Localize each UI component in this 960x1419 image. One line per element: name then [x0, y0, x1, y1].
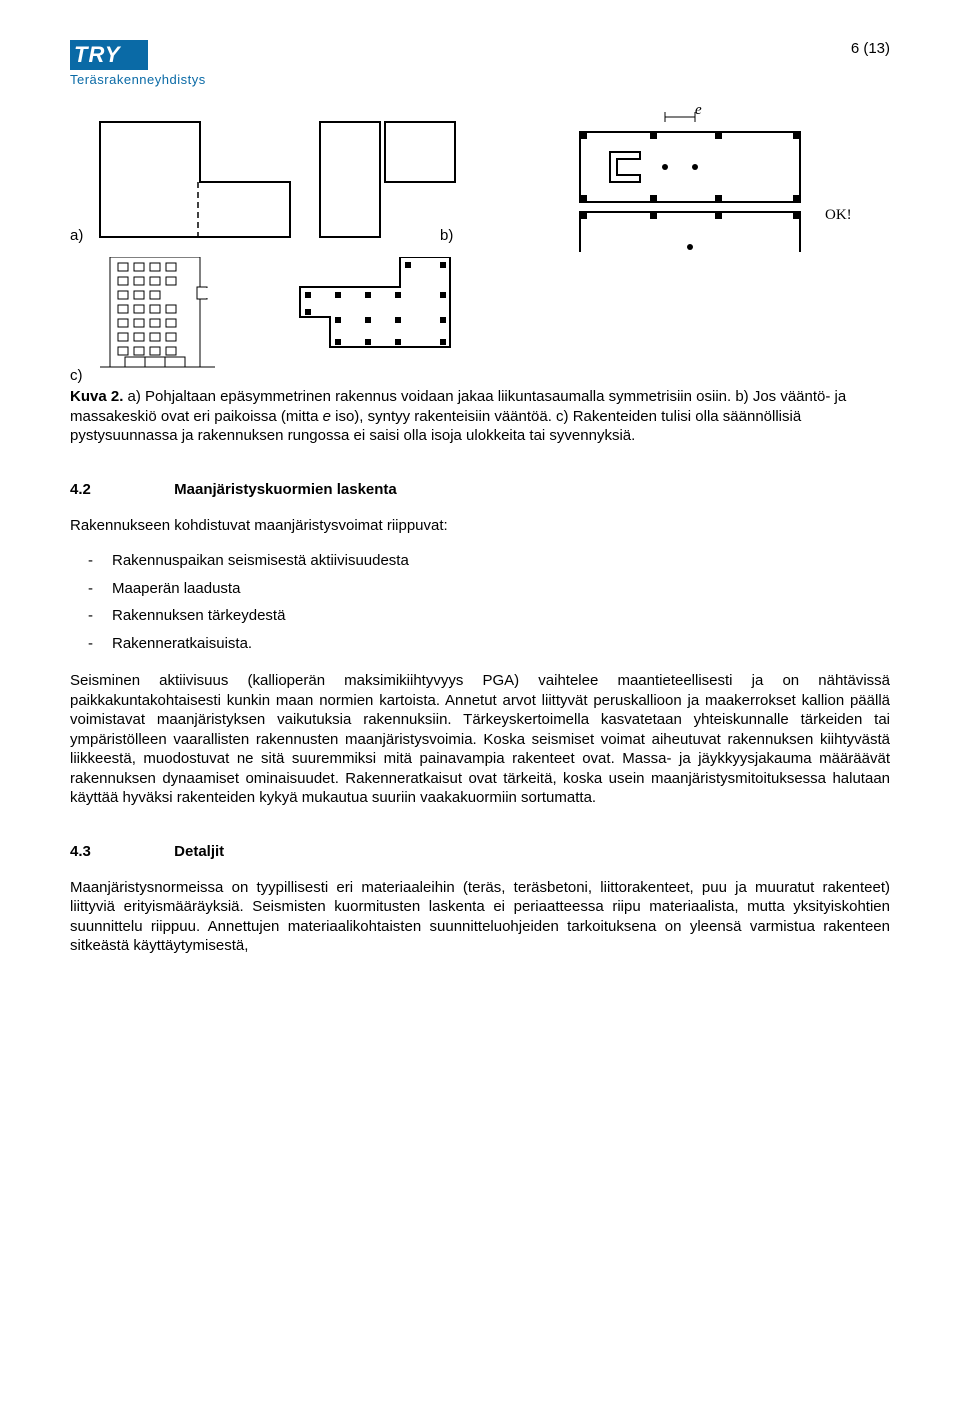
- logo-subtitle: Teräsrakenneyhdistys: [70, 72, 206, 87]
- section-4-2-intro: Rakennukseen kohdistuvat maanjäristysvoi…: [70, 516, 890, 536]
- list-item: Rakennuspaikan seismisestä aktiivisuudes…: [112, 551, 890, 571]
- figure-caption: Kuva 2. a) Pohjaltaan epäsymmetrinen rak…: [70, 387, 890, 446]
- caption-e: e: [323, 408, 331, 425]
- section-4-2-para: Seisminen aktiivisuus (kallioperän maksi…: [70, 671, 890, 808]
- heading-4-3: 4.3 Detaljit: [70, 843, 890, 860]
- heading-4-3-num: 4.3: [70, 843, 170, 860]
- list-item: Rakennuksen tärkeydestä: [112, 606, 890, 626]
- heading-4-2: 4.2 Maanjäristyskuormien laskenta: [70, 481, 890, 498]
- heading-4-2-num: 4.2: [70, 481, 170, 498]
- page-number: 6 (13): [851, 40, 890, 57]
- section-4-3-para: Maanjäristysnormeissa on tyypillisesti e…: [70, 878, 890, 956]
- page-header: TRY Teräsrakenneyhdistys 6 (13): [70, 40, 890, 87]
- figure-label-c: c): [70, 367, 83, 384]
- figure-svg-row2: [100, 257, 600, 377]
- logo: TRY Teräsrakenneyhdistys: [70, 40, 206, 87]
- section-4-2-list: Rakennuspaikan seismisestä aktiivisuudes…: [70, 551, 890, 653]
- logo-badge: TRY: [70, 40, 148, 70]
- figure-svg-row1: [90, 112, 910, 252]
- heading-4-3-title: Detaljit: [174, 843, 224, 860]
- list-item: Maaperän laadusta: [112, 579, 890, 599]
- logo-brand-text: TRY: [74, 42, 121, 68]
- heading-4-2-title: Maanjäristyskuormien laskenta: [174, 481, 397, 498]
- caption-lead: Kuva 2.: [70, 388, 123, 405]
- figure-2: e OK! a) b) c): [70, 107, 890, 377]
- figure-label-a: a): [70, 227, 83, 244]
- list-item: Rakenneratkaisuista.: [112, 634, 890, 654]
